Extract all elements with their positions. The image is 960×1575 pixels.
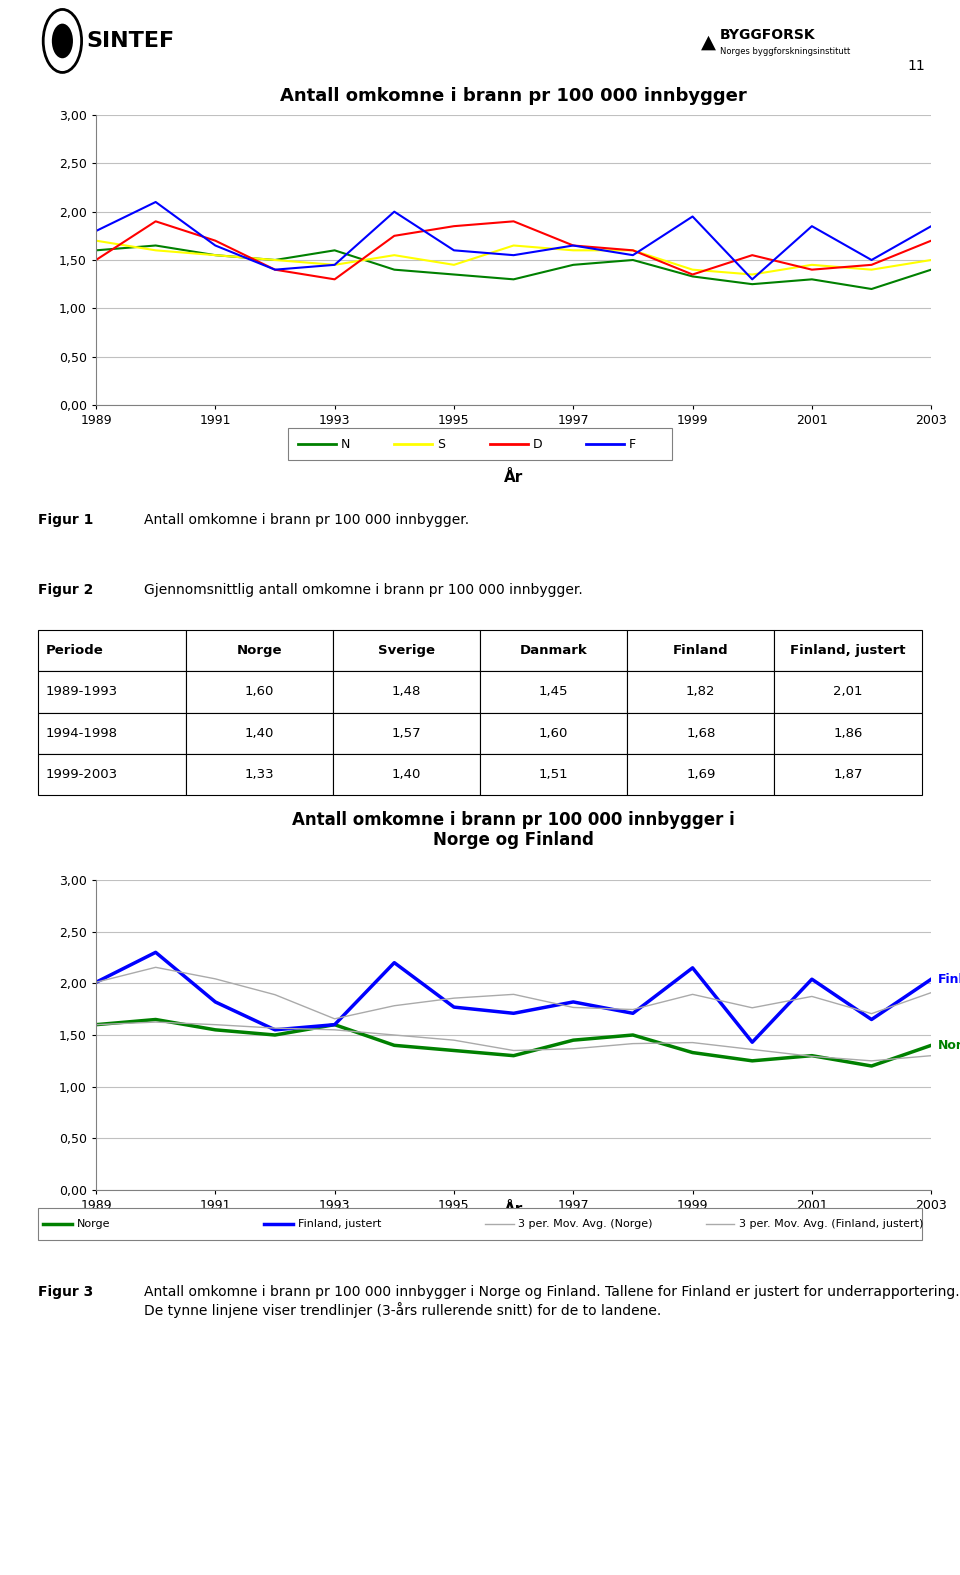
Text: Antall omkomne i brann pr 100 000 innbygger i Norge og Finland. Tallene for Finl: Antall omkomne i brann pr 100 000 innbyg… (144, 1285, 960, 1318)
Text: Antall omkomne i brann pr 100 000 innbygger.: Antall omkomne i brann pr 100 000 innbyg… (144, 513, 469, 528)
Text: Figur 1: Figur 1 (38, 513, 94, 528)
Text: År: År (504, 1202, 523, 1217)
Text: Figur 3: Figur 3 (38, 1285, 94, 1299)
Text: ▲: ▲ (701, 33, 716, 52)
Text: BYGGFORSK: BYGGFORSK (720, 28, 816, 41)
Text: N: N (341, 438, 350, 450)
Text: F: F (629, 438, 636, 450)
Text: Antall omkomne i brann pr 100 000 innbygger i
Norge og Finland: Antall omkomne i brann pr 100 000 innbyg… (292, 811, 735, 849)
Text: 11: 11 (908, 60, 925, 72)
Text: Finland, justert: Finland, justert (298, 1219, 381, 1228)
Text: D: D (533, 438, 542, 450)
Text: År: År (504, 471, 523, 485)
Text: Norge: Norge (938, 1040, 960, 1052)
Text: 3 per. Mov. Avg. (Finland, justert): 3 per. Mov. Avg. (Finland, justert) (739, 1219, 924, 1228)
Title: Antall omkomne i brann pr 100 000 innbygger: Antall omkomne i brann pr 100 000 innbyg… (280, 87, 747, 106)
Text: SINTEF: SINTEF (86, 32, 175, 50)
Text: Figur 2: Figur 2 (38, 583, 94, 597)
Text: Gjennomsnittlig antall omkomne i brann pr 100 000 innbygger.: Gjennomsnittlig antall omkomne i brann p… (144, 583, 583, 597)
Text: Norges byggforskningsinstitutt: Norges byggforskningsinstitutt (720, 47, 851, 57)
Text: Finland: Finland (938, 973, 960, 986)
Text: Norge: Norge (77, 1219, 110, 1228)
Text: S: S (437, 438, 444, 450)
Text: 3 per. Mov. Avg. (Norge): 3 per. Mov. Avg. (Norge) (518, 1219, 653, 1228)
